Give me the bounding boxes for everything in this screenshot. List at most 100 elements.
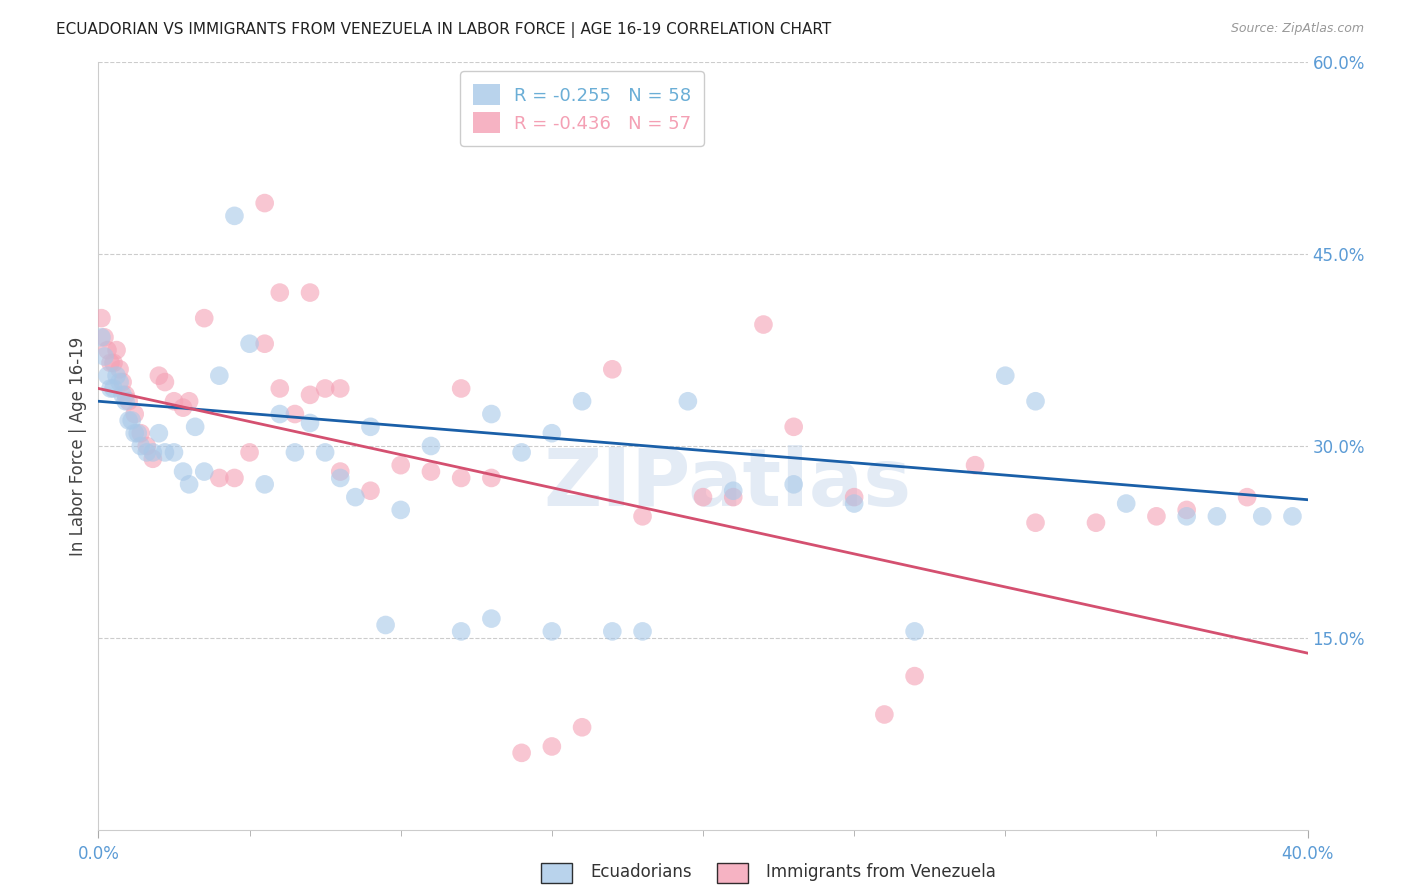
Point xyxy=(124,407,146,421)
Point xyxy=(329,382,352,396)
Point xyxy=(329,465,352,479)
Point xyxy=(103,356,125,370)
Point xyxy=(450,471,472,485)
Point xyxy=(111,375,134,389)
Point xyxy=(193,311,215,326)
Point xyxy=(114,388,136,402)
Point xyxy=(676,394,699,409)
Text: ZIPatlas: ZIPatlas xyxy=(543,445,911,524)
Point xyxy=(253,477,276,491)
Point xyxy=(163,394,186,409)
Point xyxy=(571,394,593,409)
Point xyxy=(873,707,896,722)
Point xyxy=(103,382,125,396)
Point xyxy=(111,388,134,402)
Point xyxy=(129,439,152,453)
Point xyxy=(420,439,443,453)
Point xyxy=(105,368,128,383)
Point xyxy=(284,407,307,421)
Point xyxy=(1175,503,1198,517)
Point xyxy=(208,471,231,485)
Point xyxy=(142,451,165,466)
Point xyxy=(299,416,322,430)
Point xyxy=(299,388,322,402)
Point xyxy=(172,401,194,415)
Text: Ecuadorians: Ecuadorians xyxy=(591,863,692,881)
Point xyxy=(118,394,141,409)
Point xyxy=(253,196,276,211)
Point xyxy=(904,624,927,639)
Point xyxy=(329,471,352,485)
Point xyxy=(129,426,152,441)
Point xyxy=(100,356,122,370)
Point xyxy=(314,382,336,396)
Point xyxy=(450,382,472,396)
Point xyxy=(602,624,624,639)
Point xyxy=(389,503,412,517)
Text: ECUADORIAN VS IMMIGRANTS FROM VENEZUELA IN LABOR FORCE | AGE 16-19 CORRELATION C: ECUADORIAN VS IMMIGRANTS FROM VENEZUELA … xyxy=(56,22,831,38)
Point xyxy=(420,465,443,479)
Point xyxy=(1144,509,1167,524)
Point xyxy=(844,490,866,504)
Point xyxy=(172,465,194,479)
Point xyxy=(90,311,112,326)
Point xyxy=(114,394,136,409)
Point xyxy=(752,318,775,332)
Point xyxy=(100,382,122,396)
Point xyxy=(389,458,412,473)
Point xyxy=(1024,394,1046,409)
Point xyxy=(108,375,131,389)
Point xyxy=(540,739,562,754)
Point xyxy=(253,336,276,351)
Point xyxy=(269,407,291,421)
Point xyxy=(224,209,246,223)
Point xyxy=(360,420,382,434)
Point xyxy=(450,624,472,639)
Y-axis label: In Labor Force | Age 16-19: In Labor Force | Age 16-19 xyxy=(69,336,87,556)
Point xyxy=(118,413,141,427)
Point xyxy=(105,343,128,358)
Point xyxy=(299,285,322,300)
Point xyxy=(481,471,503,485)
Point xyxy=(692,490,714,504)
Point xyxy=(723,483,745,498)
Point xyxy=(127,426,149,441)
Point xyxy=(208,368,231,383)
Point xyxy=(124,426,146,441)
Point xyxy=(510,445,533,459)
Point xyxy=(239,445,262,459)
Text: Immigrants from Venezuela: Immigrants from Venezuela xyxy=(766,863,995,881)
Point xyxy=(904,669,927,683)
Point xyxy=(135,445,157,459)
Point xyxy=(723,490,745,504)
Point xyxy=(481,407,503,421)
Point xyxy=(179,477,201,491)
Point xyxy=(96,343,118,358)
Point xyxy=(1236,490,1258,504)
Point xyxy=(360,483,382,498)
Point xyxy=(239,336,262,351)
Point xyxy=(844,496,866,510)
Point xyxy=(93,330,115,344)
Point xyxy=(224,471,246,485)
Legend: R = -0.255   N = 58, R = -0.436   N = 57: R = -0.255 N = 58, R = -0.436 N = 57 xyxy=(460,71,704,145)
Point xyxy=(374,618,396,632)
Point xyxy=(344,490,367,504)
Point xyxy=(994,368,1017,383)
Point xyxy=(153,375,176,389)
Point xyxy=(1115,496,1137,510)
Point xyxy=(783,477,806,491)
Point xyxy=(96,368,118,383)
Point xyxy=(571,720,593,734)
Point xyxy=(783,420,806,434)
Point xyxy=(121,413,143,427)
Point xyxy=(93,350,115,364)
Point xyxy=(90,330,112,344)
Point xyxy=(184,420,207,434)
Point xyxy=(510,746,533,760)
Point xyxy=(540,624,562,639)
Point xyxy=(1024,516,1046,530)
Point xyxy=(1085,516,1108,530)
Point xyxy=(965,458,987,473)
Point xyxy=(153,445,176,459)
